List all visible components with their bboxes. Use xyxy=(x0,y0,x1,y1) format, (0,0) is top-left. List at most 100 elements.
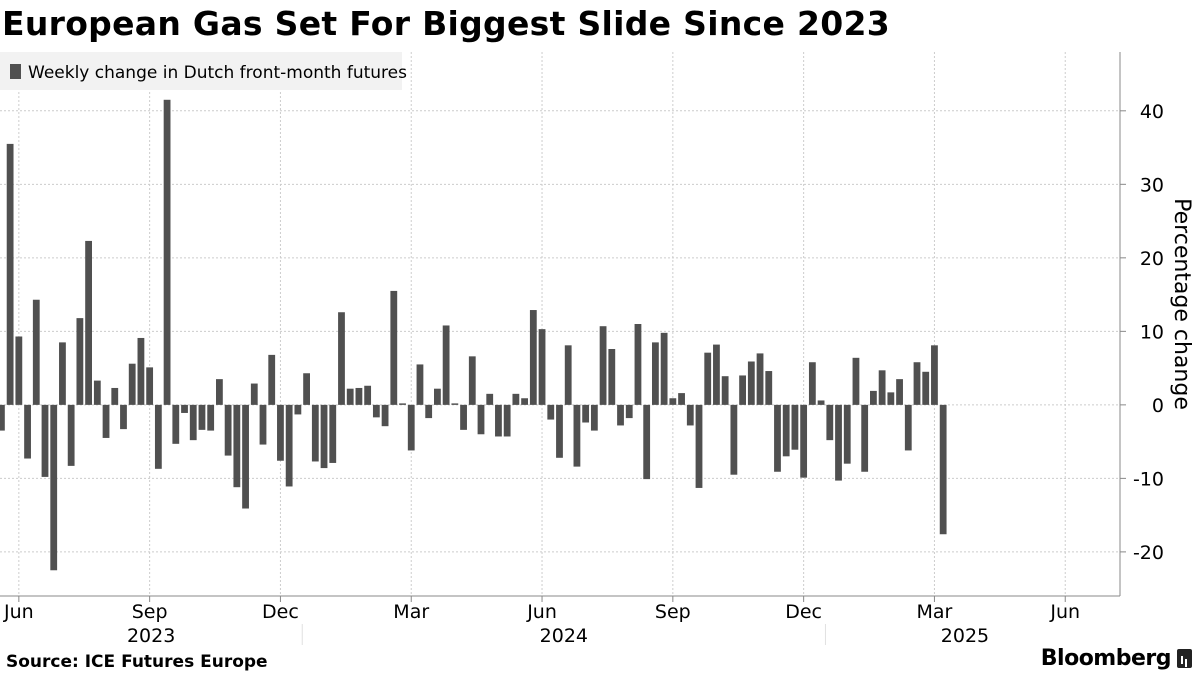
bar xyxy=(835,404,842,481)
bar xyxy=(913,362,921,405)
bar xyxy=(154,404,162,469)
bar xyxy=(460,404,467,430)
x-tick-label: Jun xyxy=(3,601,34,623)
bar xyxy=(381,404,389,427)
bar xyxy=(451,403,459,405)
bar xyxy=(67,404,75,466)
bar xyxy=(808,362,816,405)
bar xyxy=(817,400,825,405)
bar xyxy=(739,375,746,405)
bar xyxy=(416,364,424,405)
bar xyxy=(669,398,677,405)
bar xyxy=(486,393,494,405)
bar xyxy=(782,404,790,457)
legend-label: Weekly change in Dutch front-month futur… xyxy=(28,63,407,83)
bar xyxy=(338,312,345,405)
bar xyxy=(268,354,276,405)
year-label: 2023 xyxy=(127,625,175,645)
bar xyxy=(364,385,372,405)
bar xyxy=(747,361,755,405)
x-tick-label: Jun xyxy=(1049,601,1080,623)
x-tick-label: Mar xyxy=(393,601,429,623)
bar xyxy=(564,345,572,405)
bar xyxy=(346,388,354,405)
bar xyxy=(590,404,598,431)
bar xyxy=(277,404,284,461)
bar xyxy=(704,352,712,405)
x-tick-label: Sep xyxy=(655,601,691,623)
bar xyxy=(146,367,154,405)
y-tick-label: 10 xyxy=(1140,321,1164,343)
bloomberg-logo: Bloomberg xyxy=(1041,646,1192,671)
bar xyxy=(294,404,302,415)
bar xyxy=(250,383,258,405)
bar xyxy=(599,326,607,405)
x-tick-label: Dec xyxy=(785,601,822,623)
bar xyxy=(224,404,232,456)
bar xyxy=(861,404,869,472)
bar xyxy=(878,370,886,405)
y-tick-label: 20 xyxy=(1140,248,1164,270)
legend-swatch xyxy=(10,64,21,79)
bar xyxy=(643,404,651,480)
bar xyxy=(625,404,633,419)
bar xyxy=(713,344,720,405)
bar xyxy=(573,404,581,467)
year-label: 2024 xyxy=(540,625,588,645)
bar xyxy=(259,404,267,445)
bar xyxy=(172,404,180,444)
bar xyxy=(896,379,903,405)
bar xyxy=(538,329,546,405)
bar xyxy=(120,404,127,430)
bar xyxy=(372,404,380,418)
bar xyxy=(660,332,668,405)
bar xyxy=(407,404,415,451)
bar xyxy=(320,404,328,469)
bar xyxy=(556,404,563,458)
legend: Weekly change in Dutch front-month futur… xyxy=(0,52,407,90)
bar xyxy=(503,404,511,437)
bar xyxy=(390,290,398,405)
bars xyxy=(0,99,947,571)
source-note: Source: ICE Futures Europe xyxy=(6,652,268,672)
bar xyxy=(495,404,502,437)
bar xyxy=(189,404,197,441)
bar xyxy=(102,404,110,438)
bar xyxy=(477,404,485,435)
bar xyxy=(355,387,363,405)
bar xyxy=(76,318,84,405)
bar xyxy=(216,379,223,405)
legend-background xyxy=(0,52,402,90)
bar xyxy=(128,363,136,405)
bar xyxy=(163,99,171,405)
bar xyxy=(0,404,5,431)
bar xyxy=(242,404,249,509)
bar xyxy=(529,310,537,405)
y-tick-label: 40 xyxy=(1140,101,1164,123)
x-tick-label: Jun xyxy=(526,601,557,623)
bar xyxy=(311,404,319,462)
bar xyxy=(678,393,685,405)
bar xyxy=(15,336,23,405)
bar xyxy=(730,404,738,475)
bar xyxy=(765,371,773,405)
bar xyxy=(547,404,555,420)
bar xyxy=(939,404,947,535)
x-tick-label: Sep xyxy=(132,601,168,623)
bar xyxy=(686,404,694,426)
logo-text: Bloomberg xyxy=(1040,646,1172,671)
bar xyxy=(41,404,49,477)
y-tick-label: 0 xyxy=(1152,395,1164,417)
bar xyxy=(434,388,441,405)
bar xyxy=(695,404,703,488)
logo-icon xyxy=(1177,649,1192,668)
bar xyxy=(468,356,476,405)
bar xyxy=(24,404,31,459)
bar xyxy=(774,404,781,472)
bar xyxy=(512,393,520,405)
bar xyxy=(329,404,337,463)
bar xyxy=(303,373,310,405)
bar xyxy=(111,387,119,405)
bar xyxy=(442,325,450,405)
year-label: 2025 xyxy=(941,625,989,645)
